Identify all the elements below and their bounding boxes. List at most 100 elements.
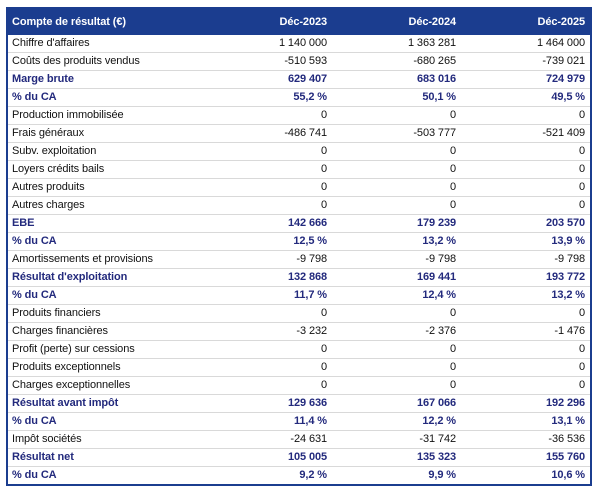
table-row: Charges exceptionnelles 0 0 0: [8, 375, 590, 395]
cell-value: 11,4 %: [203, 411, 332, 431]
row-label: Chiffre d'affaires: [12, 37, 90, 50]
cell-value: 0: [461, 375, 590, 395]
row-label: EBE: [8, 213, 203, 233]
table-row: % du CA 11,7 % 12,4 % 13,2 %: [8, 285, 590, 305]
cell-value: 1 140 000: [278, 37, 327, 50]
cell-value: 193 772: [461, 267, 590, 287]
row-label: Produits exceptionnels: [8, 357, 203, 377]
table-body: Chiffre d'affaires 1 140 000 1 363 281 1 46…: [8, 35, 590, 484]
cell-value: 9,9 %: [332, 465, 461, 484]
cell-value: 0: [203, 105, 332, 125]
table-row: Produits financiers 0 0 0: [8, 303, 590, 323]
row-label: Autres produits: [8, 177, 203, 197]
cell-value: 50,1 %: [332, 87, 461, 107]
cell-value: -2 376: [332, 321, 461, 341]
table-row: Résultat net 105 005 135 323 155 760: [8, 447, 590, 467]
cell-value: 9,2 %: [203, 465, 332, 484]
cell-value: 13,9 %: [461, 231, 590, 251]
table-row: Charges financières -3 232 -2 376 -1 476: [8, 321, 590, 341]
cell-value: 0: [461, 357, 590, 377]
cell-value: 192 296: [461, 393, 590, 413]
row-label: % du CA: [8, 285, 203, 305]
table-row: EBE 142 666 179 239 203 570: [8, 213, 590, 233]
cell-value: 0: [332, 303, 461, 323]
cell-value: 55,2 %: [203, 87, 332, 107]
cell-value: 0: [203, 141, 332, 161]
table-row: Marge brute 629 407 683 016 724 979: [8, 69, 590, 89]
row-label: Marge brute: [8, 69, 203, 89]
cell-value: 0: [332, 159, 461, 179]
cell-value: 12,2 %: [332, 411, 461, 431]
cell-value: 13,2 %: [332, 231, 461, 251]
cell-value: 0: [332, 105, 461, 125]
cell-value: 0: [461, 177, 590, 197]
row-label: Loyers crédits bails: [8, 159, 203, 179]
table-row: Résultat avant impôt 129 636 167 066 192 29…: [8, 393, 590, 413]
cell-value: 169 441: [332, 267, 461, 287]
income-statement-table: Compte de résultat (€) Déc-2023 Déc-2024…: [6, 7, 592, 486]
cell-value: 11,7 %: [203, 285, 332, 305]
cell-value: -510 593: [203, 51, 332, 71]
cell-value: 13,1 %: [461, 411, 590, 431]
table-row: Autres produits 0 0 0: [8, 177, 590, 197]
cell-value: 0: [203, 303, 332, 323]
cell-value: 13,2 %: [461, 285, 590, 305]
cell-value: 132 868: [203, 267, 332, 287]
cell-value: 0: [332, 357, 461, 377]
cell-value: -1 476: [461, 321, 590, 341]
table-row: Frais généraux -486 741 -503 777 -521 409: [8, 123, 590, 143]
row-label: Profit (perte) sur cessions: [8, 339, 203, 359]
table-row: Autres charges 0 0 0: [8, 195, 590, 215]
row-label: Subv. exploitation: [8, 141, 203, 161]
table-row: Production immobilisée 0 0 0: [8, 105, 590, 125]
table-row: % du CA 12,5 % 13,2 % 13,9 %: [8, 231, 590, 251]
cell-value: -486 741: [203, 123, 332, 143]
row-label: Autres charges: [8, 195, 203, 215]
table-row: Subv. exploitation 0 0 0: [8, 141, 590, 161]
cell-value: -503 777: [332, 123, 461, 143]
row-label: Résultat d'exploitation: [8, 267, 203, 287]
cell-value: 0: [332, 339, 461, 359]
table-header-row: Compte de résultat (€) Déc-2023 Déc-2024…: [8, 9, 590, 35]
table-row: Loyers crédits bails 0 0 0: [8, 159, 590, 179]
cell-value: 49,5 %: [461, 87, 590, 107]
income-statement: Compte de résultat (€) Déc-2023 Déc-2024…: [8, 9, 590, 484]
cell-value: 142 666: [203, 213, 332, 233]
cell-value: 0: [461, 339, 590, 359]
cell-value: -31 742: [332, 429, 461, 449]
cell-value: 0: [203, 339, 332, 359]
cell-value: -36 536: [461, 429, 590, 449]
row-label: Charges exceptionnelles: [8, 375, 203, 395]
cell-value: 724 979: [461, 69, 590, 89]
cell-value: -24 631: [203, 429, 332, 449]
cell-value: 135 323: [332, 447, 461, 467]
row-label: Amortissements et provisions: [8, 249, 203, 269]
cell-value: 12,4 %: [332, 285, 461, 305]
cell-value: 12,5 %: [203, 231, 332, 251]
table-row: Amortissements et provisions -9 798 -9 798…: [8, 249, 590, 269]
cell-value: 1 363 281: [407, 37, 456, 50]
cell-value: -9 798: [332, 249, 461, 269]
table-row: % du CA 9,2 % 9,9 % 10,6 %: [8, 465, 590, 484]
cell-value: 0: [461, 105, 590, 125]
row-label: Coûts des produits vendus: [8, 51, 203, 71]
cell-value: -739 021: [461, 51, 590, 71]
row-label: Produits financiers: [8, 303, 203, 323]
row-label: % du CA: [8, 87, 203, 107]
table-row: % du CA 11,4 % 12,2 % 13,1 %: [8, 411, 590, 431]
cell-value: 129 636: [203, 393, 332, 413]
cell-value: 0: [332, 141, 461, 161]
table-row: % du CA 55,2 % 50,1 % 49,5 %: [8, 87, 590, 107]
row-label: Résultat net: [8, 447, 203, 467]
row-label: % du CA: [8, 411, 203, 431]
table-row: Résultat d'exploitation 132 868 169 441 193…: [8, 267, 590, 287]
row-label: Résultat avant impôt: [8, 393, 203, 413]
cell-value: 0: [461, 195, 590, 215]
table-row: Chiffre d'affaires 1 140 000 1 363 281 1 46…: [8, 35, 590, 52]
cell-value: 10,6 %: [461, 465, 590, 484]
table-row: Produits exceptionnels 0 0 0: [8, 357, 590, 377]
cell-value: 105 005: [203, 447, 332, 467]
cell-value: 0: [203, 177, 332, 197]
cell-value: 0: [461, 159, 590, 179]
cell-value: 629 407: [203, 69, 332, 89]
